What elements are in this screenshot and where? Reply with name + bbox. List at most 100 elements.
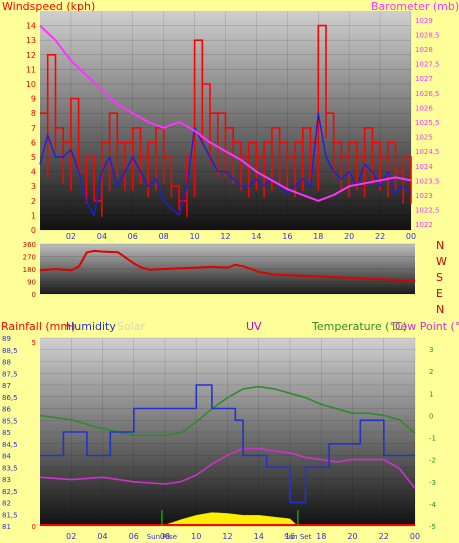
wind-x-tick-label: 18	[313, 232, 323, 241]
humidity-y-tick-label: 84,5	[2, 441, 18, 449]
direction-y-tick-label: 270	[23, 254, 36, 262]
sunset-label: Sun Set	[284, 533, 311, 541]
temperature-y-tick-label: -4	[429, 501, 437, 509]
wind-y-tick-label: 14	[26, 22, 36, 31]
barometer-y-tick-label: 1023	[415, 192, 433, 200]
rain-y-tick-label: 0	[32, 523, 36, 531]
wind-x-tick-label: 06	[128, 232, 138, 241]
solar-series-area	[161, 512, 299, 527]
barometer-y-tick-label: 1023,5	[415, 177, 440, 185]
humidity-y-tick-label: 83,5	[2, 464, 18, 472]
temperature-y-tick-label: -2	[429, 457, 436, 465]
humidity-y-tick-label: 88,5	[2, 347, 18, 355]
dewpoint-axis-title: Dew Point (°C)	[392, 320, 459, 333]
humidity-series-line	[40, 384, 415, 504]
wind-x-tick-label: 16	[282, 232, 292, 241]
wind-y-tick-label: 5	[31, 153, 36, 162]
barometer-y-tick-label: 1027	[415, 75, 433, 83]
barometer-axis-title: Barometer (mb)	[371, 0, 459, 13]
humidity-y-tick-label: 81,5	[2, 511, 18, 519]
wind-y-tick-label: 8	[31, 109, 36, 118]
wind-x-tick-label: 14	[251, 232, 261, 241]
direction-y-tick-label: 90	[27, 279, 36, 287]
barometer-series-line	[39, 24, 412, 202]
wind-y-tick-label: 7	[31, 124, 36, 133]
climate-x-tick-label: 14	[254, 532, 264, 541]
humidity-y-tick-label: 82	[2, 500, 11, 508]
direction-y-tick-label: 0	[32, 291, 36, 299]
temperature-y-tick-label: 1	[429, 390, 433, 398]
direction-y-tick-label: 360	[23, 241, 36, 249]
humidity-y-tick-label: 82,5	[2, 488, 18, 496]
temperature-y-tick-label: -1	[429, 435, 436, 443]
direction-y-tick-label: 180	[23, 266, 36, 274]
wind-y-tick-label: 1	[31, 211, 36, 220]
wind-y-tick-label: 0	[31, 226, 36, 235]
climate-x-tick-label: 10	[191, 532, 201, 541]
temperature-y-tick-label: 3	[429, 346, 433, 354]
uv-axis-title: UV	[246, 320, 262, 333]
temperature-y-tick-label: 0	[429, 412, 433, 420]
wind-y-tick-label: 4	[31, 168, 36, 177]
humidity-y-tick-label: 89	[2, 335, 11, 343]
windspeed-axis-title: Windspeed (kph)	[2, 0, 96, 13]
barometer-y-tick-label: 1027,5	[415, 61, 440, 69]
humidity-y-tick-label: 85	[2, 429, 11, 437]
barometer-y-tick-label: 1024	[415, 163, 433, 171]
humidity-y-tick-label: 88	[2, 359, 11, 367]
humidity-axis-title: Humidity	[66, 320, 116, 333]
humidity-y-tick-label: 85,5	[2, 417, 18, 425]
climate-x-tick-label: 22	[379, 532, 389, 541]
barometer-y-tick-label: 1025	[415, 134, 433, 142]
wind-x-tick-label: 04	[97, 232, 107, 241]
wind-x-tick-label: 20	[344, 232, 354, 241]
climate-x-tick-label: 16	[285, 532, 295, 541]
wind-y-tick-label: 10	[26, 80, 36, 89]
wind-x-tick-label: 12	[220, 232, 230, 241]
sunrise-label: Sun Rise	[147, 533, 177, 541]
climate-x-tick-label: 02	[66, 532, 76, 541]
wind-x-tick-label: 08	[159, 232, 169, 241]
barometer-y-tick-label: 1028,5	[415, 31, 440, 39]
temperature-y-tick-label: -3	[429, 479, 436, 487]
barometer-y-tick-label: 1022,5	[415, 207, 440, 215]
climate-x-tick-label: 04	[97, 532, 107, 541]
humidity-y-tick-label: 86,5	[2, 394, 18, 402]
wind-y-tick-label: 13	[26, 36, 36, 45]
rainfall-axis-title: Rainfall (mm)	[1, 320, 76, 333]
wind-x-tick-label: 22	[375, 232, 385, 241]
wind-x-tick-label: 02	[66, 232, 76, 241]
direction-series-line	[39, 249, 416, 282]
solar-axis-title: Solar	[117, 320, 146, 333]
barometer-y-tick-label: 1026	[415, 104, 433, 112]
humidity-y-tick-label: 84	[2, 453, 11, 461]
climate-x-tick-label: 12	[222, 532, 232, 541]
wind-y-tick-label: 6	[31, 138, 36, 147]
gust-series-line	[40, 24, 412, 217]
wind-y-tick-label: 11	[26, 65, 36, 74]
climate-x-tick-label: 06	[129, 532, 139, 541]
barometer-y-tick-label: 1029	[415, 17, 433, 25]
temperature-axis-title: Temperature (°C)	[312, 320, 407, 333]
temperature-y-tick-label: 2	[429, 368, 433, 376]
climate-x-tick-label: 00	[410, 532, 420, 541]
wind-y-tick-label: 2	[31, 197, 36, 206]
compass-s: S	[436, 271, 443, 284]
barometer-y-tick-label: 1028	[415, 46, 433, 54]
average-wind-series-line	[39, 112, 412, 217]
compass-n-bottom: N	[436, 303, 445, 316]
temperature-y-tick-label: -5	[429, 523, 436, 531]
compass-n-top: N	[436, 239, 445, 252]
humidity-y-tick-label: 87	[2, 382, 11, 390]
temperature-series-line	[39, 385, 416, 437]
climate-x-tick-label: 20	[347, 532, 357, 541]
climate-x-tick-label: 18	[316, 532, 326, 541]
wind-x-tick-label: 00	[406, 232, 416, 241]
barometer-y-tick-label: 1026,5	[415, 90, 440, 98]
humidity-y-tick-label: 83	[2, 476, 11, 484]
humidity-y-tick-label: 87,5	[2, 370, 18, 378]
wind-y-tick-label: 12	[26, 51, 36, 60]
wind-y-tick-label: 3	[31, 182, 36, 191]
climate-plot-background	[40, 338, 415, 526]
